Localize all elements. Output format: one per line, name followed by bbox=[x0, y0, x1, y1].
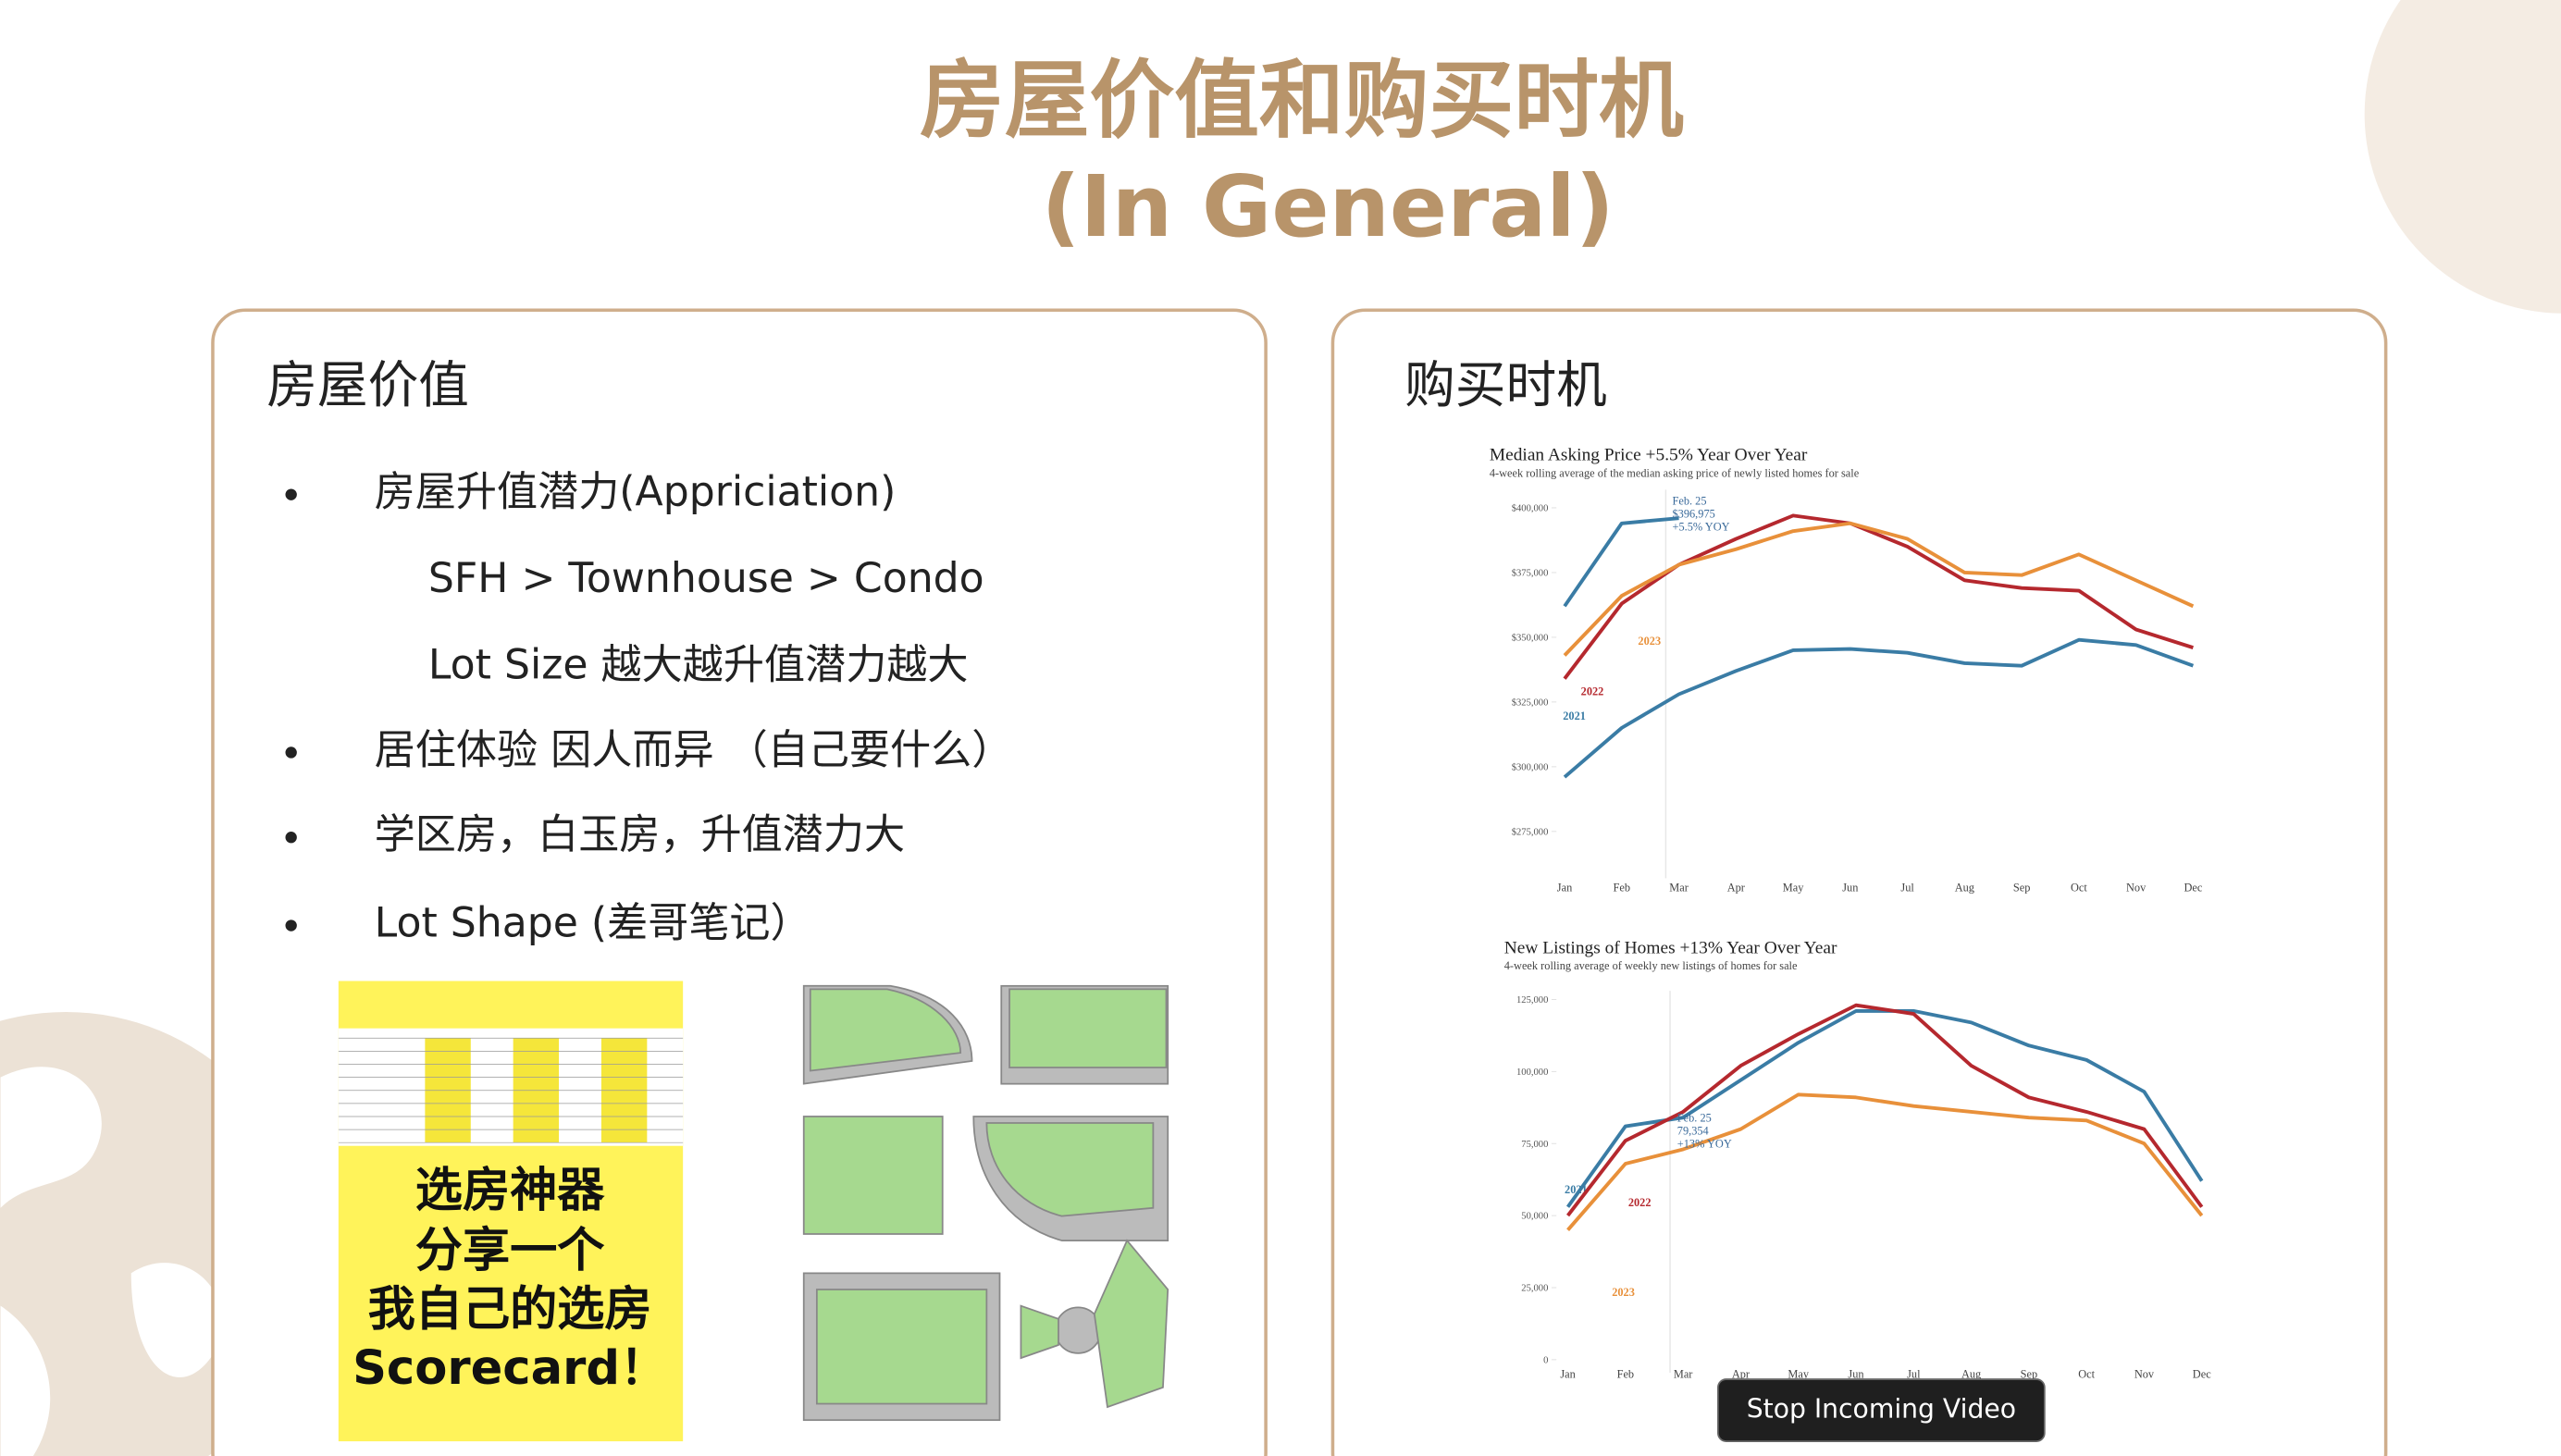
list-item: Lot Shape (差哥笔记） bbox=[375, 900, 811, 947]
x-tick-label: Dec bbox=[2184, 881, 2202, 894]
series-line bbox=[1566, 1003, 2204, 1217]
y-tick-label: 125,000 bbox=[1516, 995, 1548, 1006]
lot-diagrams bbox=[802, 984, 1169, 1422]
panel-heading: 房屋价值 bbox=[266, 355, 469, 414]
x-tick-label: Sep bbox=[2013, 881, 2031, 894]
chart-title: New Listings of Homes +13% Year Over Yea… bbox=[1504, 939, 1837, 958]
list-item: 学区房，白玉房，升值潜力大 bbox=[375, 811, 905, 858]
x-tick-label: Mar bbox=[1674, 1367, 1693, 1380]
y-tick-label: $300,000 bbox=[1512, 762, 1549, 772]
annotation: $396,975 bbox=[1672, 507, 1714, 520]
series-label: 2023 bbox=[1638, 635, 1661, 648]
bullet bbox=[285, 919, 297, 932]
series-line bbox=[1563, 516, 1679, 608]
y-tick-label: $400,000 bbox=[1512, 503, 1549, 513]
y-tick-label: $275,000 bbox=[1512, 827, 1549, 837]
y-tick-label: $325,000 bbox=[1512, 697, 1549, 708]
y-tick-label: $350,000 bbox=[1512, 633, 1549, 643]
series-line bbox=[1563, 637, 2195, 779]
y-tick-label: 75,000 bbox=[1521, 1140, 1548, 1150]
video-control[interactable]: Stop Incoming Video bbox=[1717, 1378, 2046, 1443]
x-tick-label: May bbox=[1783, 881, 1804, 894]
y-tick-label: 50,000 bbox=[1521, 1212, 1548, 1222]
annotation: +13% YOY bbox=[1677, 1137, 1732, 1150]
scorecard-image: 选房神器 分享一个 我自己的选房 Scorecard！ bbox=[338, 981, 684, 1442]
x-tick-label: Nov bbox=[2126, 881, 2147, 894]
sub-item: Lot Size 越大越升值潜力越大 bbox=[428, 642, 969, 689]
sub-item: SFH > Townhouse > Condo bbox=[428, 555, 984, 602]
series-line bbox=[1563, 521, 2195, 657]
y-tick-label: 100,000 bbox=[1516, 1067, 1548, 1078]
slide-subtitle: (In General) bbox=[1042, 157, 1615, 256]
scorecard-text: 选房神器 bbox=[415, 1164, 605, 1218]
annotation: +5.5% YOY bbox=[1672, 520, 1729, 533]
chart-subtitle: 4-week rolling average of the median ask… bbox=[1490, 466, 1860, 479]
x-tick-label: Jul bbox=[1900, 881, 1914, 894]
x-tick-label: Feb bbox=[1614, 881, 1631, 894]
x-tick-label: Apr bbox=[1732, 1367, 1750, 1380]
x-tick-label: Jan bbox=[1557, 881, 1572, 894]
right-panel bbox=[1330, 308, 2388, 1456]
slide-title: 房屋价值和购买时机 bbox=[920, 51, 1684, 150]
scorecard-text: 我自己的选房 bbox=[368, 1283, 652, 1338]
decor-circle bbox=[2364, 0, 2561, 314]
panel-heading: 购买时机 bbox=[1404, 355, 1607, 414]
x-tick-label: Nov bbox=[2134, 1367, 2155, 1380]
x-tick-label: Jan bbox=[1560, 1367, 1575, 1380]
bullet bbox=[285, 488, 297, 500]
x-tick-label: Aug bbox=[1955, 881, 1974, 894]
button-label: Stop Incoming Video bbox=[1747, 1394, 2016, 1425]
list-item: 居住体验 因人而异 （自己要什么） bbox=[375, 726, 1013, 773]
x-tick-label: Oct bbox=[2071, 881, 2087, 894]
stop-video-button[interactable] bbox=[1717, 1378, 2046, 1443]
series-label: 2022 bbox=[1628, 1196, 1652, 1209]
annotation: 79,354 bbox=[1677, 1124, 1709, 1137]
x-tick-label: Aug bbox=[1961, 1367, 1981, 1380]
x-tick-label: Jun bbox=[1842, 881, 1858, 894]
list-item: 房屋升值潜力(Appriciation) bbox=[375, 469, 897, 516]
x-tick-label: Oct bbox=[2078, 1367, 2095, 1380]
series-label: 2022 bbox=[1581, 685, 1604, 698]
series-line bbox=[1566, 1092, 2204, 1231]
y-tick-label: $375,000 bbox=[1512, 568, 1549, 578]
x-tick-label: Sep bbox=[2021, 1367, 2038, 1380]
scorecard-text: 分享一个 bbox=[415, 1224, 605, 1278]
chart-subtitle: 4-week rolling average of weekly new lis… bbox=[1504, 959, 1798, 972]
x-tick-label: Apr bbox=[1727, 881, 1745, 894]
x-tick-label: Mar bbox=[1669, 881, 1689, 894]
annotation: Feb. 25 bbox=[1672, 494, 1706, 507]
bullet bbox=[285, 832, 297, 844]
annotation: Feb. 25 bbox=[1677, 1111, 1712, 1124]
x-tick-label: Feb bbox=[1617, 1367, 1635, 1380]
y-tick-label: 0 bbox=[1543, 1355, 1548, 1365]
x-tick-label: May bbox=[1788, 1367, 1809, 1380]
x-tick-label: Jul bbox=[1907, 1367, 1921, 1380]
bullet bbox=[285, 747, 297, 759]
chart-title: Median Asking Price +5.5% Year Over Year bbox=[1490, 446, 1808, 465]
series-label: 2023 bbox=[1612, 1286, 1635, 1299]
series-label: 2021 bbox=[1563, 709, 1586, 722]
x-tick-label: Dec bbox=[2193, 1367, 2211, 1380]
series-label: 2021 bbox=[1565, 1183, 1588, 1196]
x-tick-label: Jun bbox=[1848, 1367, 1863, 1380]
scorecard-text: Scorecard！ bbox=[353, 1341, 667, 1396]
y-tick-label: 25,000 bbox=[1521, 1284, 1548, 1294]
